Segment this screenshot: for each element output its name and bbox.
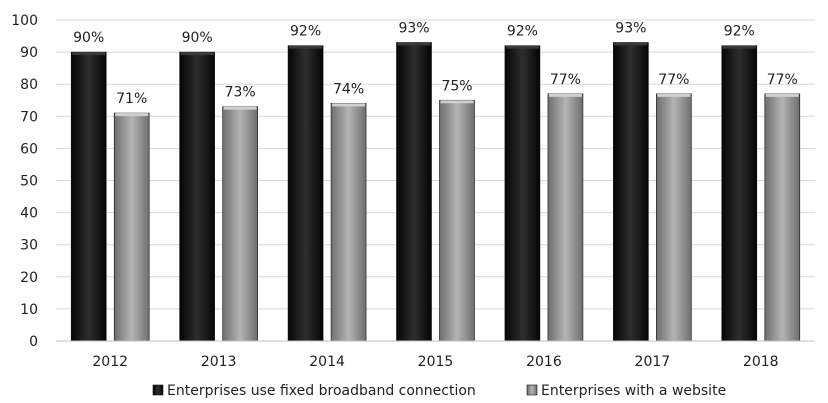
- y-tick-label: 60: [20, 141, 38, 157]
- y-tick-label: 10: [20, 302, 38, 318]
- legend-label: Enterprises use fixed broadband connecti…: [167, 383, 476, 399]
- data-label: 93%: [615, 20, 646, 36]
- data-label: 74%: [333, 81, 364, 97]
- bar-body: [764, 93, 801, 342]
- bar-bevel: [397, 42, 431, 46]
- data-label: 71%: [116, 91, 147, 107]
- gridlines: [56, 19, 815, 310]
- bar-bevel: [765, 93, 799, 97]
- bar-website-2017: [656, 93, 692, 342]
- bar-website-2013: [222, 106, 258, 342]
- bar-bevel: [115, 113, 149, 117]
- x-tick-label: 2016: [526, 354, 562, 370]
- bar-website-2014: [330, 103, 367, 342]
- legend-label: Enterprises with a website: [541, 383, 726, 399]
- y-tick-label: 90: [20, 45, 38, 61]
- bar-bevel: [548, 93, 582, 97]
- data-label: 90%: [182, 30, 213, 46]
- y-tick-label: 100: [11, 13, 38, 29]
- y-tick-label: 80: [20, 77, 38, 93]
- legend-swatch: [526, 384, 538, 396]
- data-label: 77%: [658, 72, 689, 88]
- bar-bevel: [180, 52, 214, 56]
- bar-body: [613, 42, 649, 342]
- bar-broadband-2014: [287, 45, 324, 342]
- bar-broadband-2015: [396, 42, 432, 342]
- bar-broadband-2016: [504, 45, 541, 342]
- y-tick-label: 0: [29, 334, 38, 350]
- bar-body: [179, 51, 215, 342]
- legend: Enterprises use fixed broadband connecti…: [152, 383, 726, 399]
- legend-swatch: [152, 384, 164, 396]
- y-tick-label: 40: [20, 206, 38, 222]
- bar-body: [656, 93, 692, 342]
- bar-bevel: [332, 103, 366, 107]
- bars: [70, 42, 801, 342]
- bar-bevel: [614, 42, 648, 46]
- y-tick-label: 50: [20, 174, 38, 190]
- data-label: 77%: [767, 72, 798, 88]
- bar-body: [547, 93, 584, 342]
- x-tick-label: 2018: [743, 354, 779, 370]
- data-label: 92%: [507, 24, 538, 40]
- bar-bevel: [505, 45, 539, 49]
- bar-bevel: [72, 52, 106, 56]
- bar-body: [70, 51, 107, 342]
- bar-broadband-2017: [613, 42, 649, 342]
- bar-bevel: [289, 45, 323, 49]
- x-tick-label: 2014: [309, 354, 345, 370]
- x-axis-ticks: 2012 2013 2014 2015 2016 2017 2018: [92, 354, 778, 370]
- bar-website-2016: [547, 93, 584, 342]
- bar-body: [504, 45, 541, 342]
- data-label: 75%: [441, 78, 472, 94]
- bar-body: [396, 42, 432, 342]
- bar-body: [439, 99, 475, 342]
- bar-website-2018: [764, 93, 801, 342]
- bar-body: [330, 103, 367, 342]
- data-label: 73%: [225, 85, 256, 101]
- x-tick-label: 2012: [92, 354, 128, 370]
- bar-broadband-2013: [179, 51, 215, 342]
- bar-bevel: [440, 100, 474, 104]
- bar-broadband-2018: [721, 45, 758, 342]
- x-tick-label: 2015: [418, 354, 454, 370]
- bar-body: [721, 45, 758, 342]
- bar-bevel: [722, 45, 756, 49]
- bar-bevel: [657, 93, 691, 97]
- data-label: 93%: [398, 20, 429, 36]
- data-labels: 90% 71% 90% 73% 92% 74% 93% 75% 92% 77% 93% 77% 92% 7…: [73, 20, 798, 107]
- bar-broadband-2012: [70, 51, 107, 342]
- data-label: 92%: [290, 24, 321, 40]
- legend-item-website: Enterprises with a website: [526, 383, 726, 399]
- data-label: 90%: [73, 30, 104, 46]
- bar-website-2012: [113, 112, 150, 342]
- bar-body: [287, 45, 324, 342]
- legend-item-broadband: Enterprises use fixed broadband connecti…: [152, 383, 476, 399]
- y-tick-label: 30: [20, 238, 38, 254]
- data-label: 77%: [550, 72, 581, 88]
- bar-body: [222, 106, 258, 342]
- x-tick-label: 2013: [201, 354, 237, 370]
- bar-website-2015: [439, 99, 475, 342]
- bar-body: [113, 112, 150, 342]
- y-tick-label: 20: [20, 270, 38, 286]
- y-axis-ticks: 0 10 20 30 40 50 60 70 80 90 100: [11, 13, 38, 350]
- y-tick-label: 70: [20, 109, 38, 125]
- data-label: 92%: [724, 24, 755, 40]
- x-tick-label: 2017: [635, 354, 671, 370]
- bar-bevel: [223, 106, 257, 110]
